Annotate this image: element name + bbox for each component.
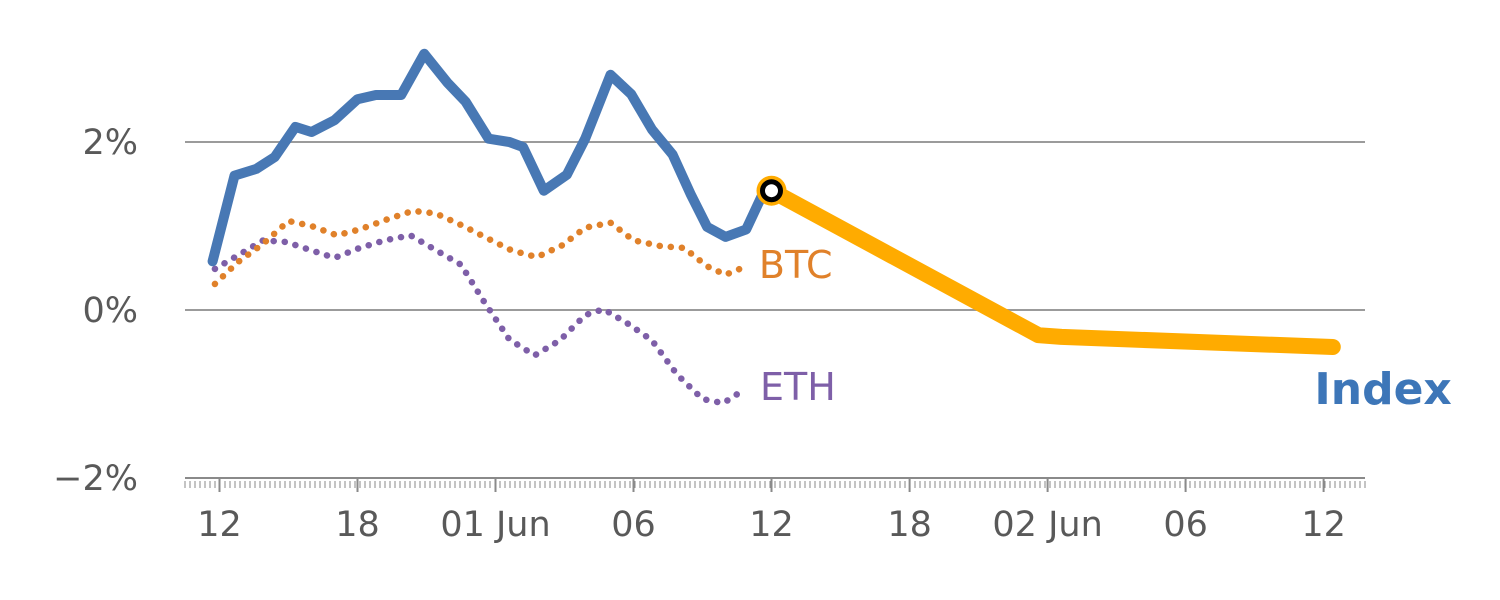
series-label-btc: BTC <box>759 243 833 287</box>
x-tick-label: 18 <box>335 505 380 545</box>
series-label-index: Index <box>1314 364 1451 415</box>
x-tick-label: 06 <box>611 505 656 545</box>
series-index-forecast-line <box>763 182 1341 355</box>
x-tick-label: 12 <box>197 505 242 545</box>
forecast-start-marker-ring <box>760 179 783 203</box>
series-btc-line <box>211 207 750 288</box>
y-tick-label: 0% <box>82 291 138 331</box>
series-index-line <box>207 48 777 267</box>
x-tick-label: 18 <box>887 505 932 545</box>
y-tick-label: −2% <box>53 459 138 499</box>
x-tick-label: 06 <box>1163 505 1208 545</box>
series-eth-line <box>211 232 748 407</box>
series-label-eth: ETH <box>760 365 836 409</box>
y-tick-label: 2% <box>82 123 138 163</box>
x-tick-label: 01 Jun <box>440 505 550 545</box>
x-tick-label: 02 Jun <box>992 505 1102 545</box>
x-tick-label: 12 <box>749 505 794 545</box>
x-tick-label: 12 <box>1301 505 1346 545</box>
